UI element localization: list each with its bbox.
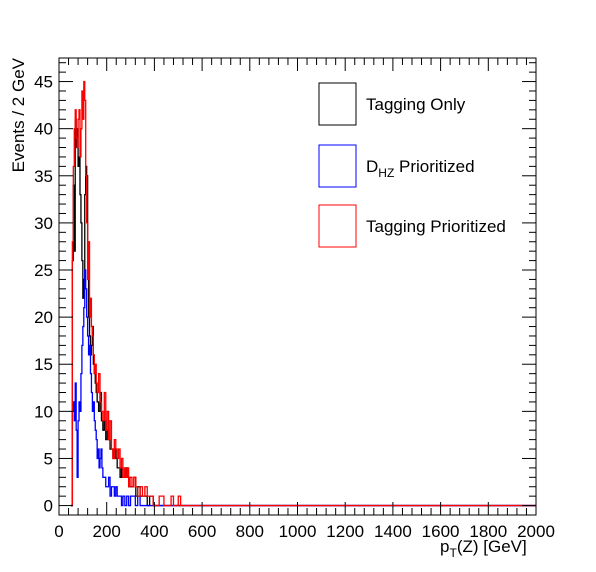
x-tick-label: 2000	[517, 522, 555, 541]
x-tick-label: 800	[236, 522, 264, 541]
y-tick-label: 30	[34, 214, 53, 233]
x-tick-label: 1800	[469, 522, 507, 541]
x-tick-label: 200	[93, 522, 121, 541]
legend-label-dhz-rest: Prioritized	[394, 157, 474, 176]
x-tick-label: 600	[188, 522, 216, 541]
legend-swatch-tagging-only	[318, 82, 357, 126]
y-axis-title: Events / 2 GeV	[9, 57, 28, 172]
x-tick-label: 1200	[326, 522, 364, 541]
legend-label-dhz-main: D	[366, 157, 378, 176]
x-tick-label: 400	[140, 522, 168, 541]
x-axis-title-rest: (Z) [GeV]	[457, 537, 527, 556]
x-axis-title-subscript: T	[449, 546, 457, 560]
legend-label-tagging-only: Tagging Only	[366, 95, 466, 114]
y-tick-label: 10	[34, 402, 53, 421]
legend: Tagging Only DHZ Prioritized Tagging Pri…	[318, 82, 506, 248]
legend-label-dhz-subscript: HZ	[378, 166, 394, 180]
y-tick-label: 25	[34, 261, 53, 280]
y-tick-label: 45	[34, 73, 53, 92]
y-tick-label: 35	[34, 167, 53, 186]
x-tick-label: 0	[54, 522, 63, 541]
x-axis-title: pT(Z) [GeV]	[440, 537, 527, 560]
series-layer	[70, 80, 536, 507]
y-tick-label: 15	[34, 355, 53, 374]
x-axis-title-main: p	[440, 537, 449, 556]
legend-swatch-dhz-prioritized	[318, 144, 357, 188]
x-tick-label: 1600	[422, 522, 460, 541]
legend-swatch-tagging-prioritized	[318, 204, 357, 248]
y-tick-label: 40	[34, 120, 53, 139]
series-line-1	[70, 269, 536, 507]
y-tick-label: 0	[44, 497, 53, 516]
y-tick-label: 5	[44, 449, 53, 468]
legend-label-dhz-prioritized: DHZ Prioritized	[366, 157, 475, 180]
y-tick-label: 20	[34, 308, 53, 327]
x-tick-label: 1400	[374, 522, 412, 541]
series-line-2	[70, 80, 536, 507]
legend-label-tagging-prioritized: Tagging Prioritized	[366, 217, 506, 236]
axis-tick-labels: 0 200 400 600 800 1000 1200 1400 1600 1800 2000 0 5 1…	[34, 73, 555, 541]
axis-ticks	[58, 58, 537, 515]
x-tick-label: 1000	[279, 522, 317, 541]
